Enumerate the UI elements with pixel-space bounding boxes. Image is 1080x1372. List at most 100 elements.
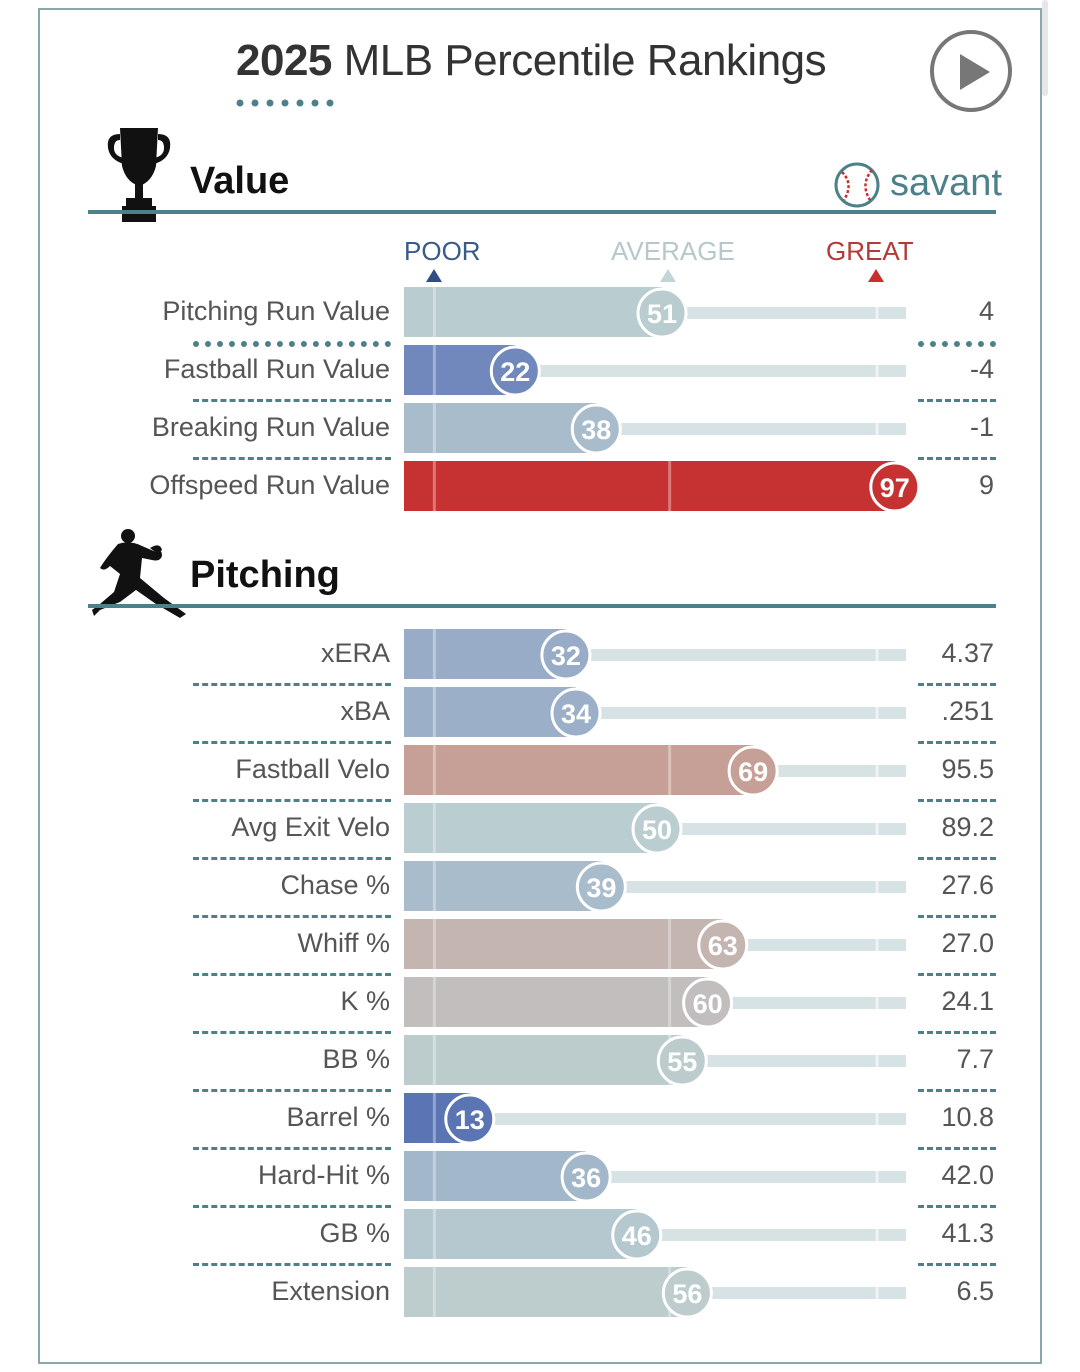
- reference-line: [432, 287, 436, 337]
- row-value: 95.5: [941, 754, 994, 784]
- percentile-label: 36: [571, 1163, 601, 1193]
- percentile-label: 69: [738, 757, 768, 787]
- reference-line: [432, 1093, 436, 1143]
- row-value: .251: [941, 696, 994, 726]
- percentile-label: 51: [647, 299, 677, 329]
- reference-line: [432, 861, 436, 911]
- percentile-label: 63: [708, 931, 738, 961]
- percentile-label: 22: [500, 357, 530, 387]
- reference-line: [432, 629, 436, 679]
- reference-tick: [875, 881, 879, 893]
- percentile-bar: [404, 1035, 683, 1085]
- reference-line: [432, 745, 436, 795]
- percentile-track: [657, 823, 906, 835]
- row-separator-left: [193, 741, 391, 744]
- row-value: 7.7: [956, 1044, 994, 1074]
- reference-tick: [875, 423, 879, 435]
- reference-line: [668, 919, 672, 969]
- row-label: Chase %: [280, 870, 390, 900]
- play-button[interactable]: [930, 30, 1012, 112]
- percentile-bubble: [697, 919, 749, 971]
- percentile-track: [636, 1229, 906, 1241]
- reference-tick: [875, 939, 879, 951]
- row-label: Whiff %: [297, 928, 390, 958]
- percentile-track: [682, 1055, 906, 1067]
- percentile-bar: [404, 977, 708, 1027]
- page-title: 2025 MLB Percentile Rankings: [236, 36, 827, 86]
- row-separator-left: [193, 915, 391, 918]
- percentile-track: [753, 765, 906, 777]
- percentile-label: 97: [880, 473, 910, 503]
- percentile-bar: [404, 687, 577, 737]
- row-separator-left: [193, 1031, 391, 1034]
- reference-tick: [875, 1171, 879, 1183]
- reference-tick: [875, 1229, 879, 1241]
- row-label: Breaking Run Value: [151, 412, 390, 442]
- reference-line: [432, 977, 436, 1027]
- percentile-track: [596, 423, 906, 435]
- percentile-bar: [404, 461, 895, 511]
- percentile-bar: [404, 745, 754, 795]
- row-separator-right: [918, 973, 996, 976]
- reference-tick: [875, 707, 879, 719]
- percentile-bubble: [550, 687, 602, 739]
- great-marker: [868, 269, 884, 282]
- percentile-bubble: [869, 461, 921, 513]
- reference-line: [432, 1267, 436, 1317]
- percentile-track: [722, 939, 906, 951]
- reference-line: [432, 403, 436, 453]
- percentile-track: [565, 649, 906, 661]
- percentile-bubble: [682, 977, 734, 1029]
- percentile-track: [687, 1287, 906, 1299]
- scrollbar[interactable]: [1042, 0, 1048, 96]
- percentile-bubble: [636, 287, 688, 339]
- percentile-track: [707, 997, 906, 1009]
- percentile-label: 32: [551, 641, 581, 671]
- percentile-label: 38: [581, 415, 611, 445]
- row-separator-right: [918, 683, 996, 686]
- row-value: 27.0: [941, 928, 994, 958]
- row-separator-right: [918, 399, 996, 402]
- row-separator-right: [918, 741, 996, 744]
- row-separator-right: [918, 799, 996, 802]
- percentile-bubble: [570, 403, 622, 455]
- row-separator-right: [918, 1263, 996, 1266]
- percentile-bubble: [444, 1093, 496, 1145]
- legend-markers: [426, 269, 884, 282]
- row-label: BB %: [322, 1044, 390, 1074]
- reference-tick: [875, 1055, 879, 1067]
- percentile-label: 34: [561, 699, 591, 729]
- row-separator-left: [193, 1205, 391, 1208]
- row-separator-left: [193, 341, 391, 347]
- percentile-bubble: [727, 745, 779, 797]
- row-label: GB %: [319, 1218, 390, 1248]
- reference-tick: [875, 997, 879, 1009]
- percentile-bubble: [575, 861, 627, 913]
- brand-name: savant: [890, 162, 1002, 204]
- row-label: Extension: [271, 1276, 390, 1306]
- percentile-bubble: [489, 345, 541, 397]
- row-value: 41.3: [941, 1218, 994, 1248]
- row-separator-right: [918, 1089, 996, 1092]
- row-value: -4: [969, 354, 994, 384]
- savant-logo[interactable]: savant: [832, 158, 1002, 210]
- section-title-pitching: Pitching: [190, 554, 340, 596]
- row-separator-right: [918, 457, 996, 460]
- percentile-bar: [404, 1209, 637, 1259]
- row-value: 24.1: [941, 986, 994, 1016]
- percentile-bubble: [661, 1267, 713, 1319]
- row-separator-left: [193, 683, 391, 686]
- row-separator-right: [918, 1147, 996, 1150]
- reference-tick: [875, 1287, 879, 1299]
- title-underline-dots: [236, 99, 334, 107]
- percentile-bar: [404, 1267, 688, 1317]
- percentile-bubble: [540, 629, 592, 681]
- row-separator-right: [918, 1205, 996, 1208]
- row-label: Avg Exit Velo: [231, 812, 390, 842]
- percentile-bar: [404, 861, 602, 911]
- legend-poor: POOR: [404, 236, 481, 266]
- row-separator-left: [193, 973, 391, 976]
- reference-line: [432, 919, 436, 969]
- reference-tick: [875, 307, 879, 319]
